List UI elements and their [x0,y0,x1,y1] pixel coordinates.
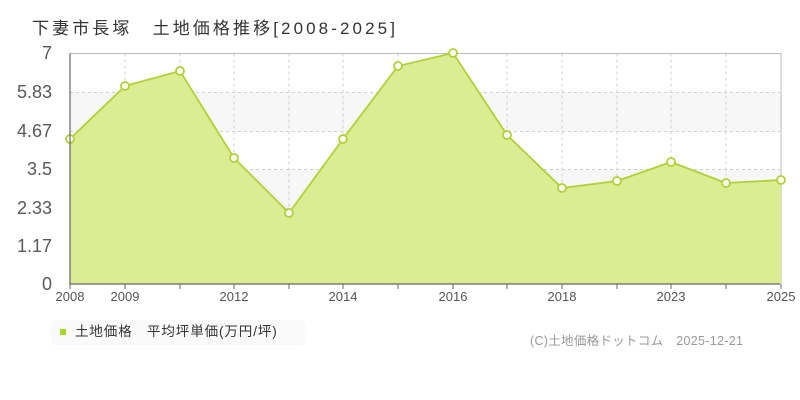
svg-text:4.67: 4.67 [17,121,52,141]
svg-text:2018: 2018 [548,289,577,304]
svg-text:2023: 2023 [657,289,686,304]
svg-text:2016: 2016 [439,289,468,304]
svg-text:3.5: 3.5 [27,159,52,179]
svg-text:2008: 2008 [56,289,85,304]
svg-text:7: 7 [42,43,52,63]
svg-text:2009: 2009 [111,289,140,304]
svg-text:1.17: 1.17 [17,236,52,256]
svg-text:2014: 2014 [329,289,358,304]
svg-text:2025: 2025 [767,289,796,304]
svg-text:2.33: 2.33 [17,198,52,218]
svg-text:0: 0 [42,274,52,294]
svg-text:2012: 2012 [220,289,249,304]
svg-text:5.83: 5.83 [17,82,52,102]
